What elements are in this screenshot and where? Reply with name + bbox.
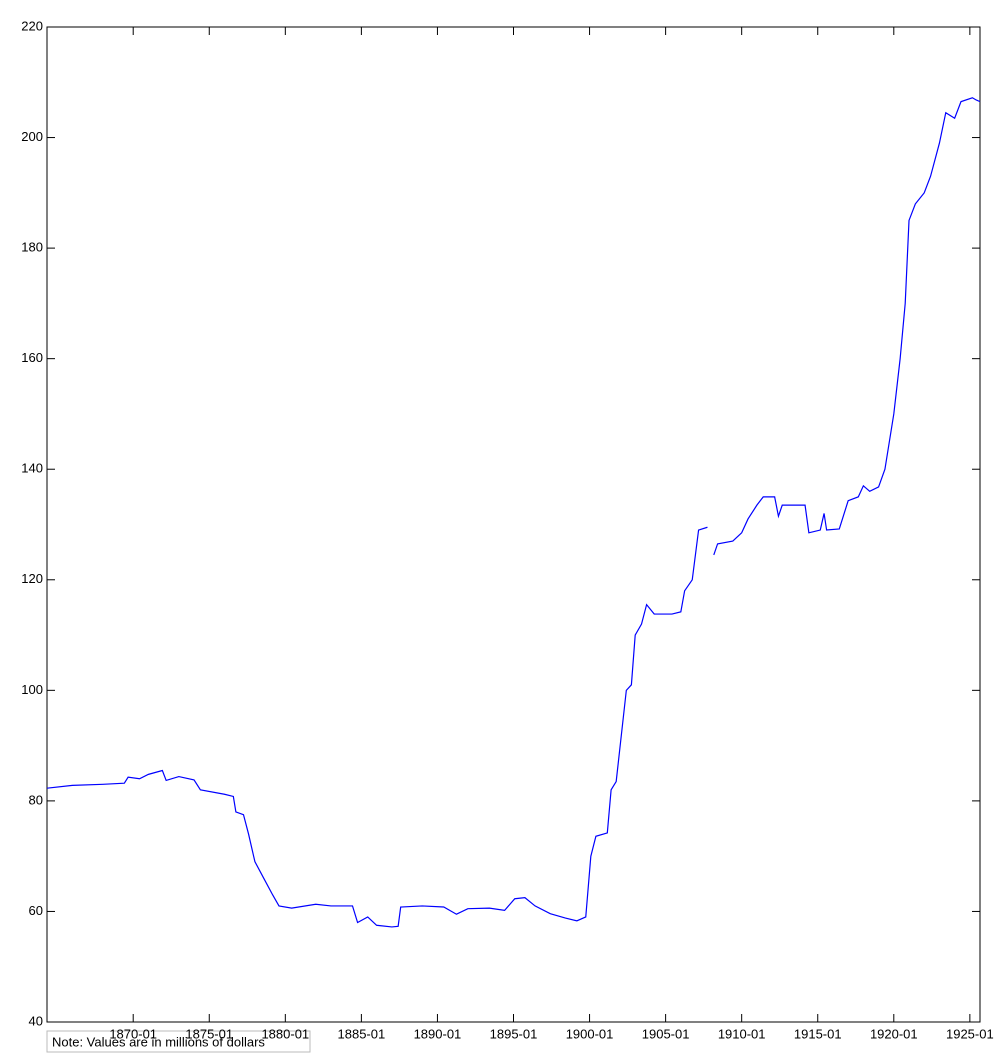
- y-tick-label: 40: [29, 1013, 43, 1028]
- x-tick-label: 1905-01: [642, 1026, 690, 1041]
- x-tick-label: 1880-01: [261, 1026, 309, 1041]
- x-tick-label: 1895-01: [490, 1026, 538, 1041]
- x-tick-label: 1920-01: [870, 1026, 918, 1041]
- y-tick-label: 160: [21, 350, 43, 365]
- x-tick-label: 1885-01: [338, 1026, 386, 1041]
- y-tick-label: 100: [21, 682, 43, 697]
- x-tick-label: 1890-01: [414, 1026, 462, 1041]
- plot-area: [46, 26, 981, 1023]
- y-tick-label: 220: [21, 18, 43, 33]
- data-line: [46, 97, 981, 928]
- y-tick-label: 80: [29, 792, 43, 807]
- x-tick-label: 1875-01: [185, 1026, 233, 1041]
- note-box: [46, 1030, 311, 1053]
- y-tick-label: 200: [21, 129, 43, 144]
- y-tick-label: 120: [21, 571, 43, 586]
- x-tick-label: 1900-01: [566, 1026, 614, 1041]
- y-tick-label: 60: [29, 903, 43, 918]
- y-tick-label: 140: [21, 461, 43, 476]
- x-tick-label: 1925-01: [946, 1026, 994, 1041]
- y-tick-label: 180: [21, 240, 43, 255]
- x-tick-label: 1870-01: [109, 1026, 157, 1041]
- x-tick-label: 1915-01: [794, 1026, 842, 1041]
- x-tick-label: 1910-01: [718, 1026, 766, 1041]
- note: Note: Values are in millions of dollars: [52, 1034, 265, 1049]
